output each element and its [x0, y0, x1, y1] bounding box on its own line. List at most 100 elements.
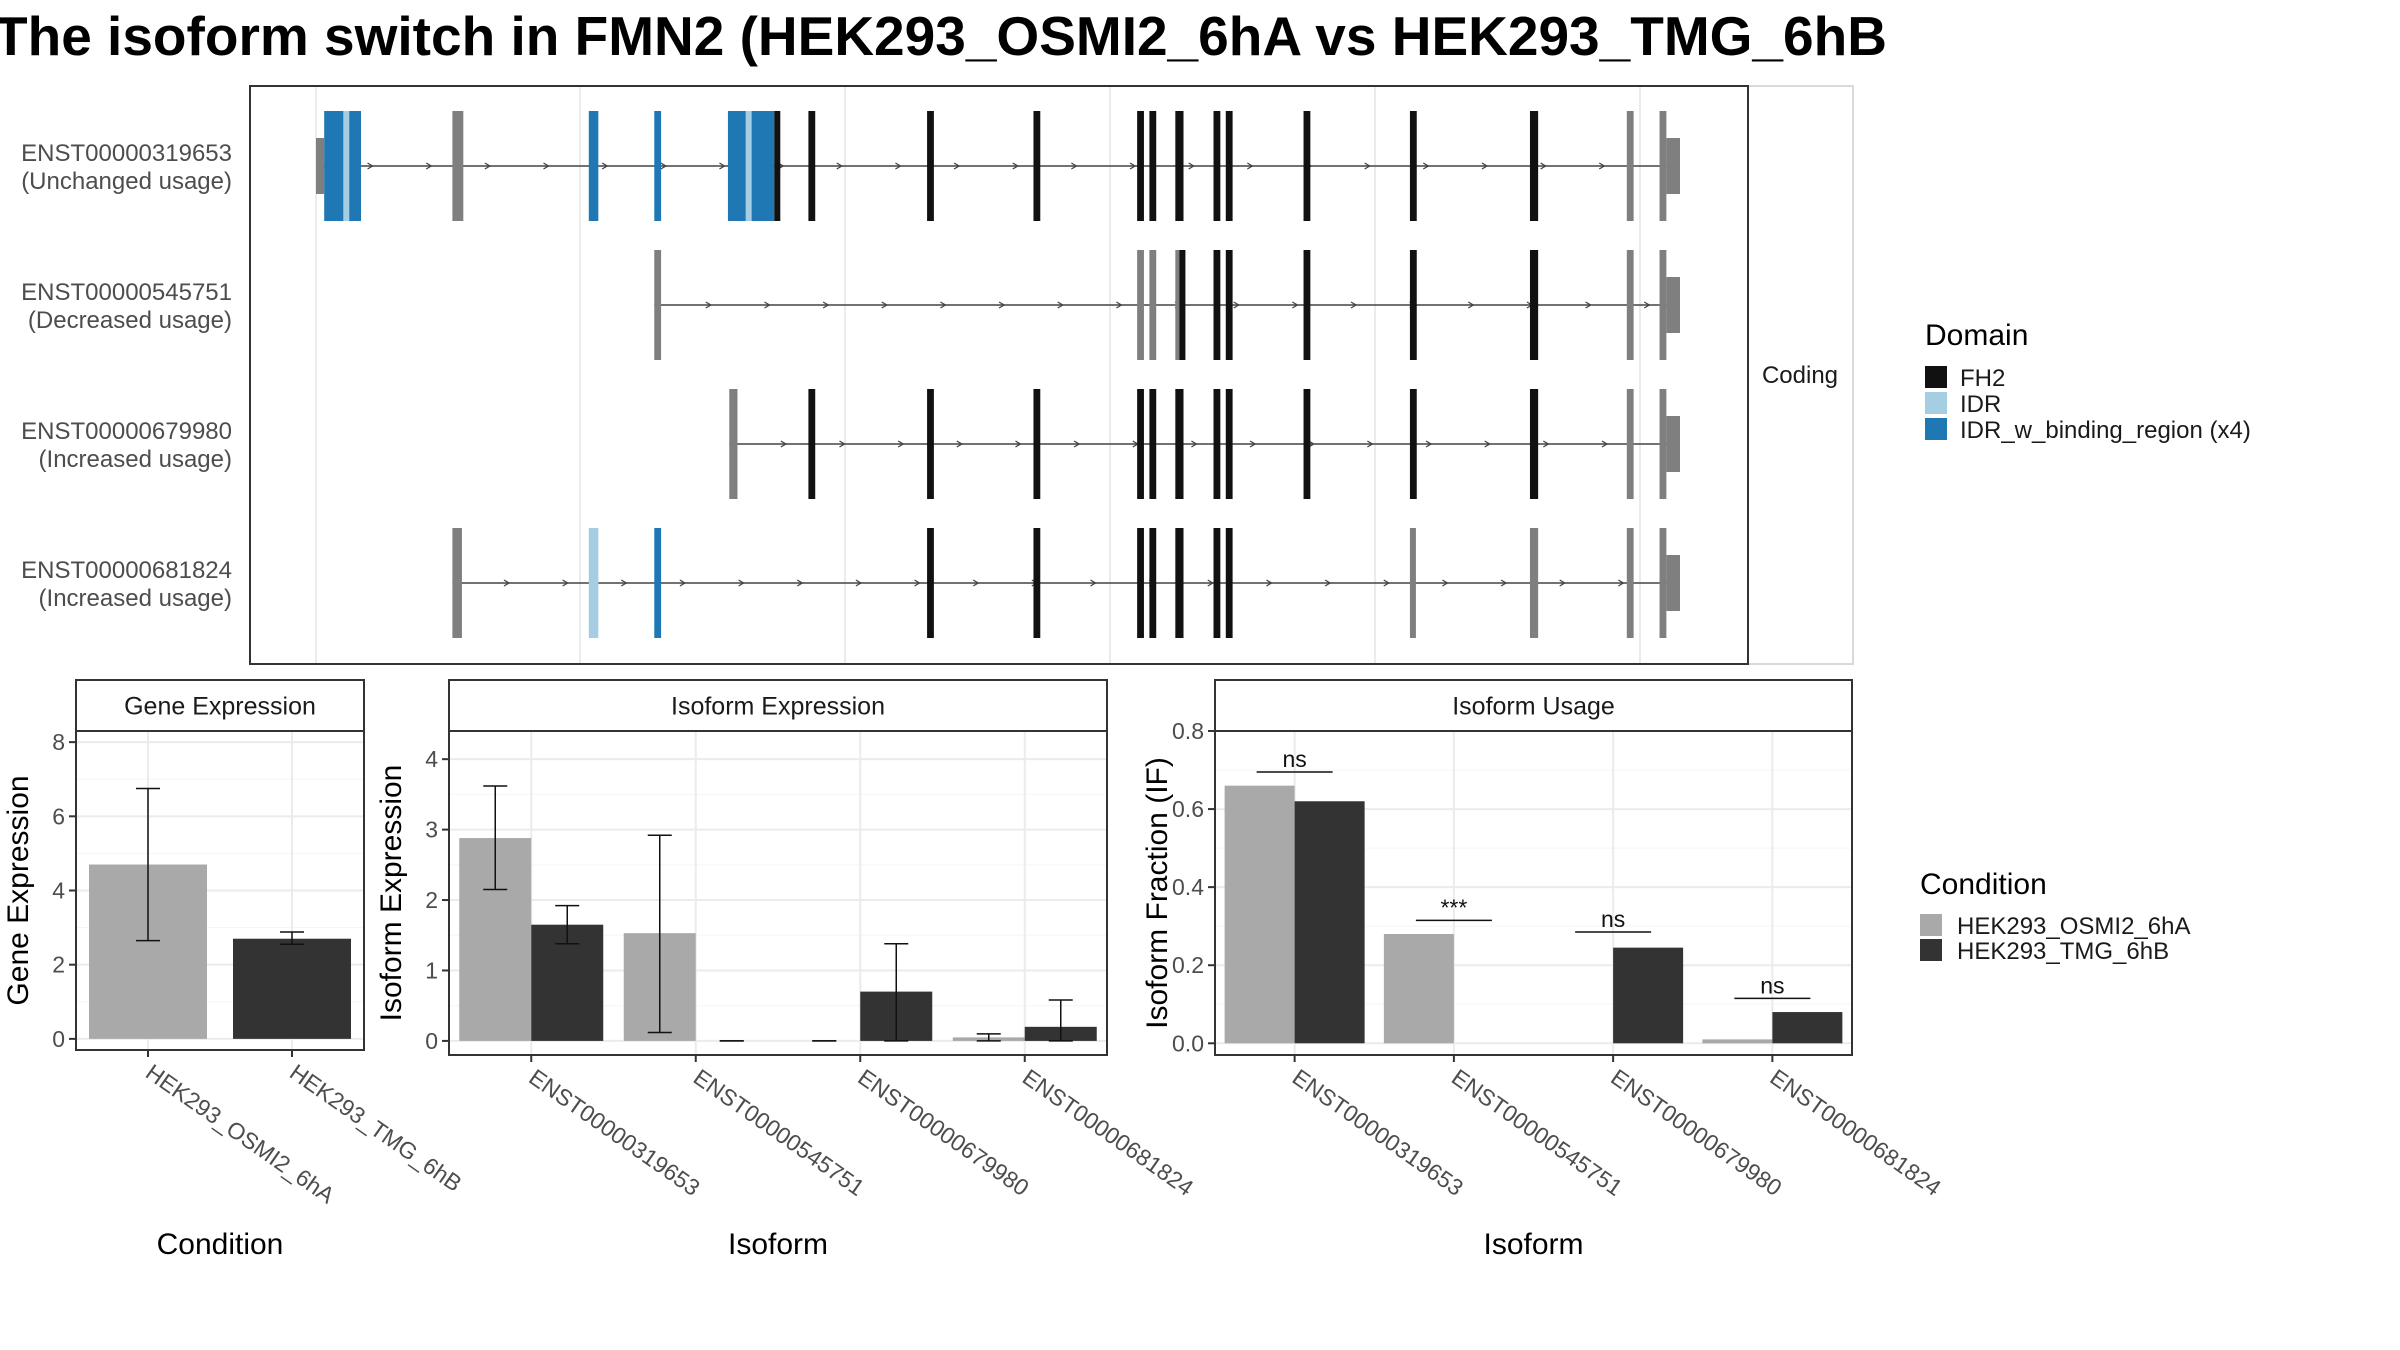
exon-utr	[1666, 138, 1680, 194]
exon-noncoding	[1659, 111, 1667, 221]
facet-strip	[1747, 85, 1854, 665]
structure-panel-border	[249, 85, 1749, 665]
exon-fh2	[1225, 250, 1233, 360]
figure-title: The isoform switch in FMN2 (HEK293_OSMI2…	[0, 5, 1887, 67]
significance-label: ***	[1440, 894, 1467, 920]
strand-arrow	[1324, 579, 1332, 587]
strand-arrow	[1191, 440, 1198, 448]
bar	[1294, 801, 1365, 1044]
y-tick-label: 6	[52, 803, 65, 829]
strand-arrow	[1484, 440, 1491, 448]
exon-noncoding	[1626, 528, 1634, 638]
x-tick-label: ENST00000681824	[1766, 1064, 1947, 1201]
transcript-label: ENST00000679980	[21, 418, 232, 445]
y-tick-label: 3	[425, 817, 438, 843]
exon-fh2	[1303, 389, 1311, 499]
strand-arrow	[601, 162, 609, 170]
strand-arrow	[1207, 579, 1215, 587]
strand-arrow	[897, 440, 905, 448]
strand-arrow	[956, 440, 964, 448]
strand-arrow	[1367, 440, 1374, 448]
transcript-label: ENST00000319653	[21, 140, 232, 167]
y-tick-label: 0.8	[1172, 718, 1204, 744]
strand-arrow	[822, 301, 830, 309]
exon-fh2	[1033, 111, 1041, 221]
strand-arrow	[1249, 440, 1257, 448]
strand-arrow	[705, 301, 713, 309]
exon-fh2	[1033, 528, 1041, 638]
strand-arrow	[660, 162, 668, 170]
strand-arrow	[1467, 301, 1475, 309]
strand-arrow	[796, 579, 804, 587]
panel-strip	[448, 679, 1108, 732]
exon-idr-w-binding-region	[654, 111, 662, 221]
strand-arrow	[1559, 579, 1566, 587]
strand-arrow	[1422, 162, 1430, 170]
strand-arrow	[1188, 162, 1195, 170]
significance-label: ns	[1282, 746, 1306, 772]
exon-utr	[316, 138, 325, 194]
bar	[233, 938, 351, 1039]
legend-condition-swatch	[1920, 914, 1942, 936]
exon-fh2	[1213, 528, 1221, 638]
exon-noncoding	[452, 528, 462, 638]
strand-arrow	[953, 162, 961, 170]
panel-border	[448, 730, 1108, 1056]
y-tick-label: 0.6	[1172, 796, 1204, 822]
exon-fh2	[1409, 111, 1417, 221]
exon-fh2	[1137, 389, 1144, 499]
x-tick-label: ENST00000319653	[1288, 1064, 1468, 1201]
exon-fh2	[927, 111, 934, 221]
strand-arrow	[1383, 579, 1391, 587]
exon-fh2	[1303, 250, 1311, 360]
exon-noncoding	[1626, 111, 1634, 221]
legend-condition-label: HEK293_TMG_6hB	[1957, 938, 2169, 965]
strand-arrow	[1425, 440, 1433, 448]
strand-arrow	[1057, 301, 1065, 309]
strand-arrow	[1012, 162, 1019, 170]
exon-fh2	[1213, 111, 1221, 221]
exon-fh2	[1303, 111, 1311, 221]
transcript-usage-label: (Decreased usage)	[28, 307, 232, 334]
strand-arrow	[1540, 162, 1547, 170]
strand-arrow	[620, 579, 628, 587]
panel-border	[75, 730, 365, 1051]
y-tick-label: 0	[425, 1028, 438, 1054]
chart-panel-2: Isoform Expression01234ENST00000319653EN…	[375, 679, 1198, 1261]
exon-noncoding	[1409, 528, 1416, 638]
panel-title: Gene Expression	[124, 693, 316, 721]
exon-fh2	[1529, 111, 1539, 221]
y-tick-label: 1	[425, 957, 438, 983]
exon-fh2	[1409, 389, 1417, 499]
legend-domain-swatch	[1925, 418, 1947, 440]
strand-arrow	[1481, 162, 1489, 170]
y-tick-label: 2	[52, 952, 65, 978]
bar	[1702, 1039, 1773, 1044]
y-tick-label: 8	[52, 729, 65, 755]
chart-panel-3: Isoform Usage 0.0 0.2 0.4 0.6 0.8 ns *** ns ns ENS…	[1141, 679, 1947, 1261]
exon-fh2	[927, 528, 934, 638]
structure-panel-bg	[250, 86, 1748, 664]
x-tick-label: ENST00000679980	[1606, 1064, 1786, 1201]
y-tick-label: 0.0	[1172, 1030, 1204, 1056]
strand-arrow	[1585, 301, 1592, 309]
legend-domain-title: Domain	[1925, 319, 2028, 352]
strand-arrow	[764, 301, 771, 309]
strand-arrow	[719, 162, 726, 170]
y-tick-label: 4	[52, 878, 65, 904]
legend-domain-label: IDR_w_binding_region (x4)	[1960, 417, 2251, 444]
exon-fh2	[1529, 250, 1539, 360]
strand-arrow	[1247, 162, 1254, 170]
legend-domain-label: FH2	[1960, 365, 2005, 392]
strand-arrow	[562, 579, 569, 587]
exon-fh2	[1175, 389, 1184, 499]
strand-arrow	[836, 162, 844, 170]
strand-arrow	[679, 579, 687, 587]
strand-arrow	[855, 579, 863, 587]
strand-arrow	[1542, 440, 1550, 448]
exon-fh2	[1175, 528, 1184, 638]
exon-noncoding	[1626, 389, 1634, 499]
legend-condition-swatch	[1920, 939, 1942, 961]
strand-arrow	[1442, 579, 1449, 587]
